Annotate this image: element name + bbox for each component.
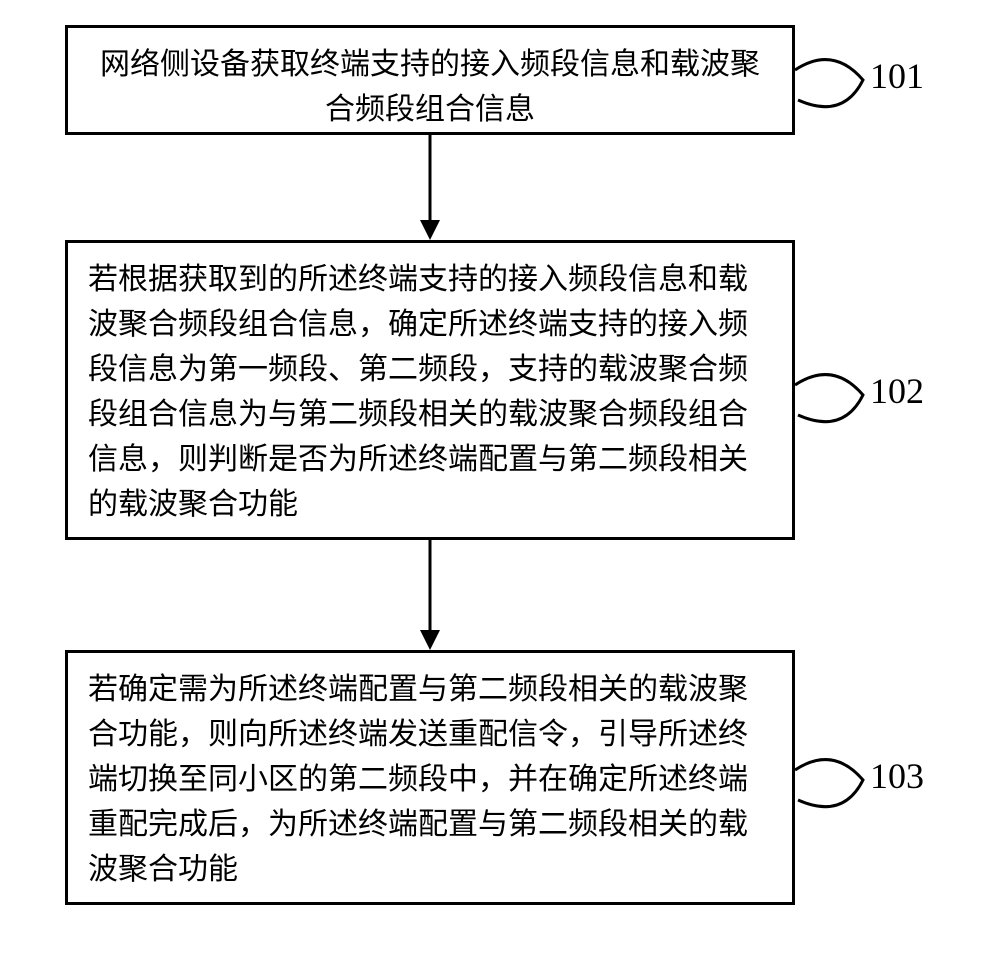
label-3-connector (793, 740, 873, 830)
step-3-label: 103 (870, 755, 924, 797)
flowchart-step-2: 若根据获取到的所述终端支持的接入频段信息和载波聚合频段组合信息，确定所述终端支持… (65, 240, 795, 540)
flowchart-container: 网络侧设备获取终端支持的接入频段信息和载波聚合频段组合信息 101 若根据获取到… (0, 0, 1000, 964)
step-2-label: 102 (870, 370, 924, 412)
step-3-text: 若确定需为所述终端配置与第二频段相关的载波聚合功能，则向所述终端发送重配信令，引… (88, 673, 748, 886)
label-1-connector (793, 40, 873, 130)
step-1-text: 网络侧设备获取终端支持的接入频段信息和载波聚合频段组合信息 (100, 48, 760, 126)
label-2-connector (793, 355, 873, 445)
step-1-label: 101 (870, 55, 924, 97)
arrow-1-to-2 (415, 135, 445, 245)
flowchart-step-3: 若确定需为所述终端配置与第二频段相关的载波聚合功能，则向所述终端发送重配信令，引… (65, 650, 795, 905)
arrow-2-to-3 (415, 540, 445, 655)
step-2-text: 若根据获取到的所述终端支持的接入频段信息和载波聚合频段组合信息，确定所述终端支持… (88, 263, 748, 521)
flowchart-step-1: 网络侧设备获取终端支持的接入频段信息和载波聚合频段组合信息 (65, 25, 795, 135)
